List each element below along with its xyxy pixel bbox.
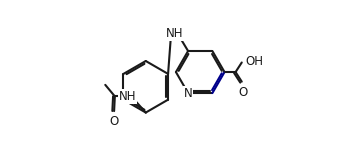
Text: NH: NH (166, 27, 183, 40)
Text: N: N (184, 87, 192, 100)
Text: NH: NH (119, 90, 136, 103)
Text: OH: OH (246, 54, 264, 68)
Text: O: O (239, 86, 248, 99)
Text: O: O (109, 115, 119, 128)
